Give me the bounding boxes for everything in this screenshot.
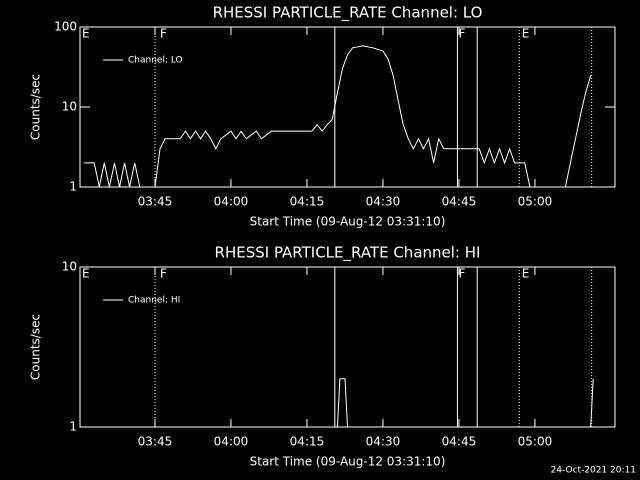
chart-title: RHESSI PARTICLE_RATE Channel: LO (213, 4, 483, 23)
x-tick-label: 03:45 (138, 435, 173, 449)
x-tick-label: 03:45 (138, 195, 173, 209)
legend-label: Channel: HI (128, 296, 180, 306)
plot-frame (79, 266, 616, 428)
x-tick-label: 04:15 (290, 195, 325, 209)
x-tick-label: 04:00 (214, 435, 249, 449)
x-tick-label: 04:15 (290, 435, 325, 449)
y-tick-label: 1 (69, 180, 77, 194)
y-tick-label: 1 (69, 420, 77, 434)
annotation: E (522, 27, 530, 41)
x-axis-label: Start Time (09-Aug-12 03:31:10) (250, 215, 446, 229)
chart-title: RHESSI PARTICLE_RATE Channel: HI (215, 244, 481, 263)
y-axis-label: Counts/sec (29, 74, 43, 140)
legend-label: Channel: LO (128, 56, 183, 66)
x-tick-label: 04:45 (442, 195, 477, 209)
x-tick-label: 04:45 (442, 435, 477, 449)
annotation: F (458, 27, 465, 41)
x-axis-label: Start Time (09-Aug-12 03:31:10) (250, 455, 446, 469)
x-tick-label: 04:00 (214, 195, 249, 209)
x-tick-label: 05:00 (518, 435, 553, 449)
y-axis-label: Counts/sec (29, 314, 43, 380)
annotation: F (458, 267, 465, 281)
x-tick-label: 05:00 (518, 195, 553, 209)
x-tick-label: 04:30 (366, 435, 401, 449)
data-line (84, 45, 592, 188)
footer: 24-Oct-2021 20:11 (551, 466, 636, 476)
annotation: F (160, 267, 167, 281)
y-tick-label: 10 (62, 260, 77, 274)
annotation: E (82, 27, 90, 41)
plot-frame (79, 26, 616, 188)
y-tick-label: 100 (54, 20, 77, 34)
x-tick-label: 04:30 (366, 195, 401, 209)
annotation: E (82, 267, 90, 281)
y-tick-label: 10 (62, 100, 77, 114)
annotation: E (522, 267, 530, 281)
annotation: F (160, 27, 167, 41)
data-line (84, 378, 594, 428)
